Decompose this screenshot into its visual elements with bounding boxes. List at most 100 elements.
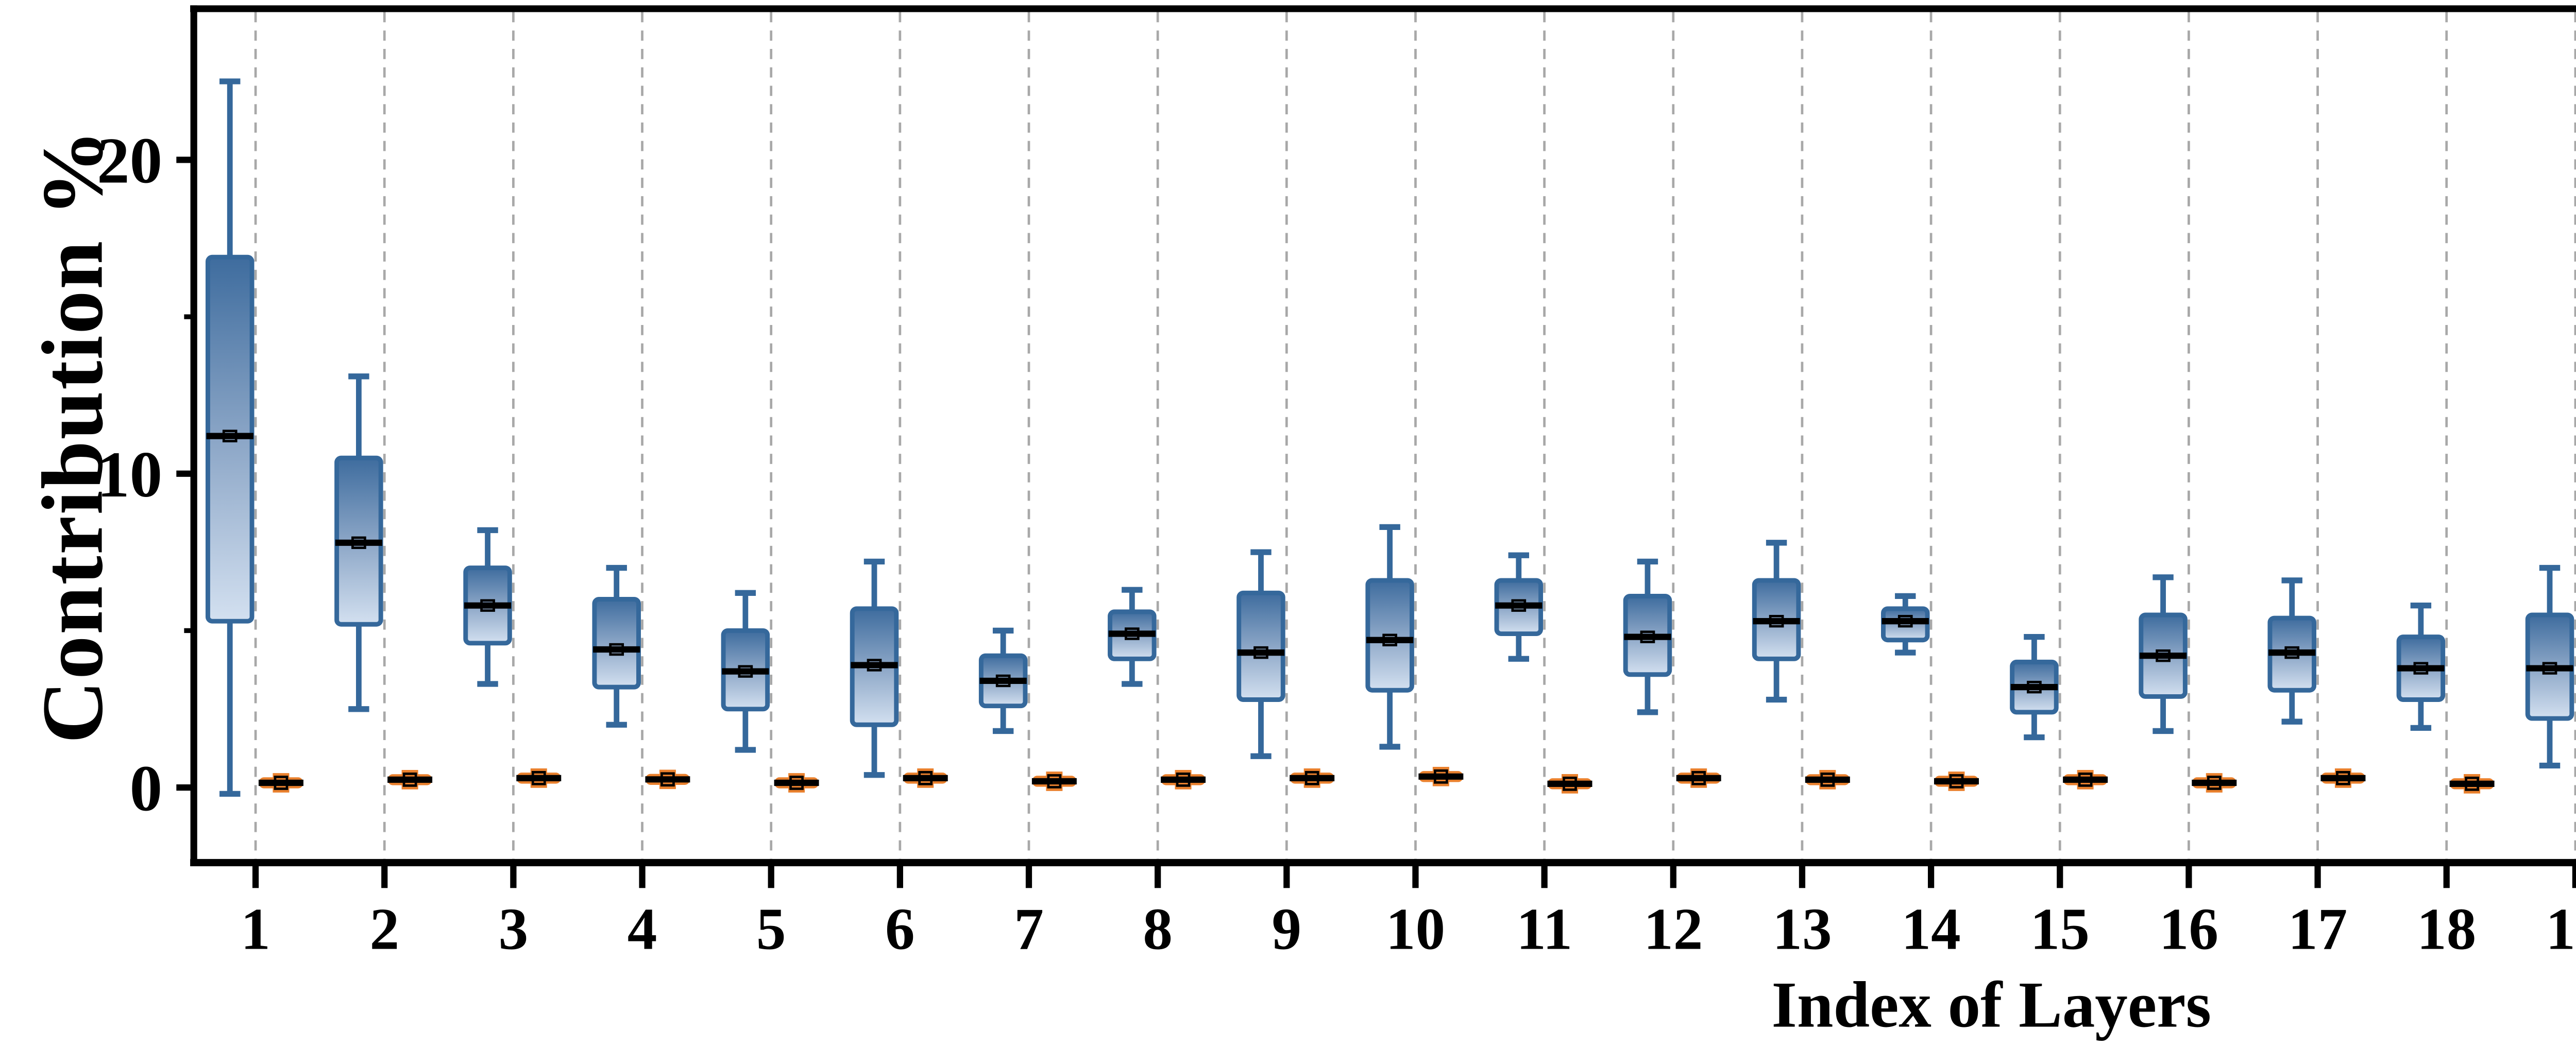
x-axis-tick-label: 1 [241, 896, 270, 962]
x-axis-tick-label: 7 [1014, 896, 1044, 962]
random-update-box [645, 769, 690, 790]
x-axis-tick-label: 11 [1516, 896, 1572, 962]
random-update-box [2320, 768, 2366, 788]
mean-marker [2207, 776, 2222, 790]
x-axis-tick-label: 18 [2417, 896, 2476, 962]
mean-marker [995, 674, 1011, 688]
mean-marker [1433, 769, 1448, 784]
random-update-box [903, 768, 948, 788]
harmful-update-box [2396, 603, 2446, 731]
mean-marker [2156, 649, 2171, 662]
mean-marker [1304, 770, 1319, 785]
x-axis-tick-label: 14 [1902, 896, 1961, 962]
y-axis-title: Contribution % [24, 128, 122, 744]
harmful-update-box [721, 590, 770, 753]
mean-marker [1253, 646, 1268, 659]
random-update-box [1290, 768, 1335, 788]
x-axis-tick-label: 17 [2288, 896, 2347, 962]
harmful-update-box [2010, 633, 2059, 741]
y-axis-tick-label: 10 [97, 439, 162, 511]
y-axis-tick-label: 0 [130, 752, 162, 825]
harmful-update-box [1236, 549, 1285, 759]
x-axis-tick-label: 12 [1643, 896, 1703, 962]
mean-marker [2413, 662, 2429, 675]
mean-marker [789, 776, 804, 790]
x-axis-tick-label: 8 [1143, 896, 1173, 962]
mean-marker [480, 599, 495, 612]
random-update-box [387, 770, 433, 790]
mean-marker [1897, 614, 1913, 628]
harmful-update-box [463, 527, 512, 687]
mean-marker [2027, 680, 2042, 694]
mean-marker [1691, 770, 1706, 785]
random-update-box [1418, 766, 1464, 786]
random-update-box [516, 768, 562, 788]
harmful-update-box [334, 373, 383, 712]
mean-marker [222, 430, 238, 442]
harmful-update-box [1365, 524, 1414, 750]
mean-marker [1176, 773, 1191, 787]
random-update-box [2063, 770, 2108, 790]
mean-marker [351, 536, 366, 550]
x-axis-tick-label: 9 [1272, 896, 1302, 962]
random-update-box [774, 773, 819, 793]
mean-marker [867, 659, 882, 672]
random-update-box [1676, 768, 1721, 788]
mean-marker [2284, 646, 2300, 659]
x-axis-tick-label: 4 [628, 896, 657, 962]
mean-marker [738, 665, 753, 678]
harmful-update-box [1880, 593, 1930, 656]
mean-marker [1563, 776, 1577, 791]
x-axis-tick-label: 6 [885, 896, 915, 962]
harmful-update-box [1752, 540, 1801, 703]
x-axis-tick-label: 5 [756, 896, 786, 962]
x-axis-tick-label: 19 [2546, 896, 2576, 962]
random-update-box [1934, 771, 1979, 791]
mean-marker [2465, 776, 2479, 791]
mean-marker [402, 773, 417, 787]
harmful-update-box [2267, 577, 2316, 725]
mean-marker [531, 770, 546, 785]
harmful-update-box [2525, 564, 2574, 769]
x-axis-tick-label: 16 [2159, 896, 2218, 962]
random-update-box [1547, 774, 1592, 794]
harmful-update-box [978, 627, 1028, 734]
mean-marker [2078, 773, 2093, 787]
random-update-box [1161, 770, 1206, 790]
harmful-update-box [2139, 574, 2188, 734]
harmful-update-box [592, 564, 641, 728]
mean-marker [918, 770, 933, 785]
random-update-box [2192, 773, 2237, 793]
mean-marker [1640, 630, 1655, 643]
y-axis-tick-label: 20 [97, 125, 162, 197]
mean-marker [1769, 614, 1784, 628]
x-axis-tick-label: 2 [369, 896, 399, 962]
random-update-box [258, 773, 303, 793]
mean-marker [274, 776, 289, 790]
mean-marker [660, 772, 675, 787]
random-update-box [1805, 770, 1850, 790]
mean-marker [1820, 773, 1835, 787]
x-axis-tick-label: 10 [1386, 896, 1445, 962]
harmful-update-box [1494, 552, 1544, 662]
random-update-box [2449, 774, 2495, 794]
harmful-update-box [1623, 558, 1672, 715]
harmful-update-box [850, 558, 899, 778]
mean-marker [2336, 770, 2350, 785]
mean-marker [609, 643, 624, 656]
x-axis-tick-label: 15 [2030, 896, 2090, 962]
mean-marker [1124, 627, 1140, 640]
mean-marker [1949, 774, 1964, 788]
harmful-update-box [205, 78, 255, 797]
x-axis-title: Index of Layers [1771, 968, 2211, 1041]
x-axis-tick-label: 13 [1772, 896, 1832, 962]
mean-marker [1382, 633, 1397, 646]
mean-marker [1511, 599, 1527, 612]
random-update-box [1031, 771, 1077, 791]
x-axis-tick-label: 3 [499, 896, 529, 962]
mean-marker [1047, 774, 1062, 788]
mean-marker [2542, 662, 2557, 675]
harmful-update-box [1108, 587, 1157, 687]
